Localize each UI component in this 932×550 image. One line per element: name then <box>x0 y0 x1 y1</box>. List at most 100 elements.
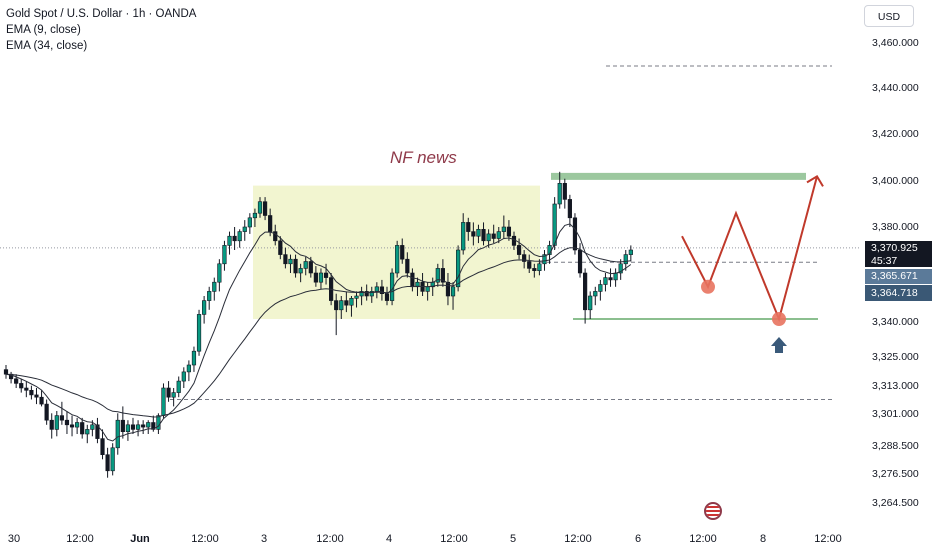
bull-candle <box>303 261 308 269</box>
price-tick: 3,264.500 <box>872 497 919 509</box>
price-tick: 3,301.000 <box>872 408 919 420</box>
bear-candle <box>384 293 390 301</box>
price-tick: 3,380.000 <box>872 221 919 233</box>
bull-candle <box>288 258 293 265</box>
currency-button[interactable]: USD <box>864 5 914 27</box>
price-tick: 3,325.000 <box>872 351 919 363</box>
bull-candle <box>359 291 364 297</box>
bear-candle <box>400 245 405 260</box>
bull-candle <box>598 284 603 292</box>
bull-candle <box>435 268 440 283</box>
bull-candle <box>588 295 593 311</box>
bull-candle <box>207 291 212 301</box>
bear-candle <box>293 258 298 274</box>
bull-candle <box>227 235 232 246</box>
bull-candle <box>217 263 222 283</box>
time-label: Jun <box>130 533 150 545</box>
bull-candle <box>54 415 59 430</box>
bear-candle <box>608 277 613 281</box>
ema9-line <box>5 223 632 442</box>
bear-candle <box>44 403 49 421</box>
bear-candle <box>562 183 567 200</box>
bull-candle <box>212 281 217 292</box>
last-price-badge[interactable]: 3,370.925 45:37 <box>865 241 932 267</box>
bull-candle <box>181 371 186 382</box>
bull-candle <box>186 364 191 373</box>
bull-candle <box>450 286 456 297</box>
bull-candle <box>501 226 506 232</box>
bull-candle <box>196 314 202 352</box>
price-tick: 3,340.000 <box>872 316 919 328</box>
us-flag-event-icon[interactable] <box>704 502 722 520</box>
bear-candle <box>278 240 283 255</box>
bull-candle <box>191 350 197 366</box>
bull-candle <box>461 222 466 251</box>
bear-candle <box>141 424 146 428</box>
bull-candle <box>252 212 258 219</box>
bear-candle <box>471 231 476 237</box>
bar-countdown: 45:37 <box>871 255 898 267</box>
target-dot <box>772 312 786 326</box>
price-chart[interactable] <box>0 0 860 525</box>
bear-candle <box>344 300 349 306</box>
bull-candle <box>349 297 354 306</box>
time-label: 12:00 <box>689 533 717 545</box>
ema9-price-badge[interactable]: 3,365.671 <box>865 269 932 284</box>
symbol-title[interactable]: Gold Spot / U.S. Dollar · 1h · OANDA <box>6 8 197 20</box>
bear-candle <box>527 261 532 269</box>
bear-candle <box>59 415 64 421</box>
bear-candle <box>273 231 278 242</box>
ema34-price-badge[interactable]: 3,364.718 <box>865 285 932 301</box>
bear-candle <box>3 369 9 375</box>
bull-candle <box>369 291 374 297</box>
bear-candle <box>268 215 273 232</box>
bear-candle <box>100 438 105 456</box>
bull-candle <box>242 226 247 232</box>
price-tick: 3,276.500 <box>872 468 919 480</box>
bull-candle <box>146 422 151 428</box>
last-price-value: 3,370.925 <box>871 242 918 254</box>
bull-candle <box>486 233 491 242</box>
bull-candle <box>125 424 131 432</box>
bear-candle <box>232 235 237 242</box>
time-label: 3 <box>260 533 268 545</box>
bull-candle <box>257 201 263 214</box>
bear-candle <box>583 272 588 311</box>
time-axis[interactable]: 30 12:00 Jun 12:00 3 12:00 4 12:00 5 12:… <box>0 525 860 550</box>
time-label: 6 <box>634 533 642 545</box>
bull-candle <box>298 268 303 274</box>
time-label: 12:00 <box>66 533 94 545</box>
bear-candle <box>532 268 537 271</box>
bear-candle <box>24 387 29 391</box>
bull-candle <box>318 272 324 283</box>
bear-candle <box>577 249 583 274</box>
bear-candle <box>572 217 578 251</box>
bear-candle <box>283 254 288 265</box>
ema34-legend[interactable]: EMA (34, close) <box>6 40 88 52</box>
bear-candle <box>80 422 85 435</box>
bull-candle <box>161 387 166 416</box>
bear-candle <box>364 291 369 297</box>
time-label: 12:00 <box>564 533 592 545</box>
price-tick: 3,460.000 <box>872 37 919 49</box>
price-tick: 3,288.500 <box>872 440 919 452</box>
ema9-legend[interactable]: EMA (9, close) <box>6 24 81 36</box>
bear-candle <box>445 281 451 297</box>
bear-candle <box>34 394 39 398</box>
bear-candle <box>105 454 110 472</box>
bull-candle <box>374 286 379 292</box>
time-label: 12:00 <box>191 533 219 545</box>
bull-candle <box>395 245 400 274</box>
bull-candle <box>618 263 623 274</box>
news-annotation: NF news <box>390 148 457 167</box>
bull-candle <box>476 229 481 237</box>
bear-candle <box>323 272 329 278</box>
bear-candle <box>313 272 318 283</box>
bull-candle <box>222 245 227 265</box>
bear-candle <box>262 201 268 216</box>
bear-candle <box>516 245 522 255</box>
bear-candle <box>410 272 415 288</box>
time-label: 5 <box>509 533 517 545</box>
projection-path <box>681 176 818 323</box>
bull-candle <box>552 203 557 246</box>
